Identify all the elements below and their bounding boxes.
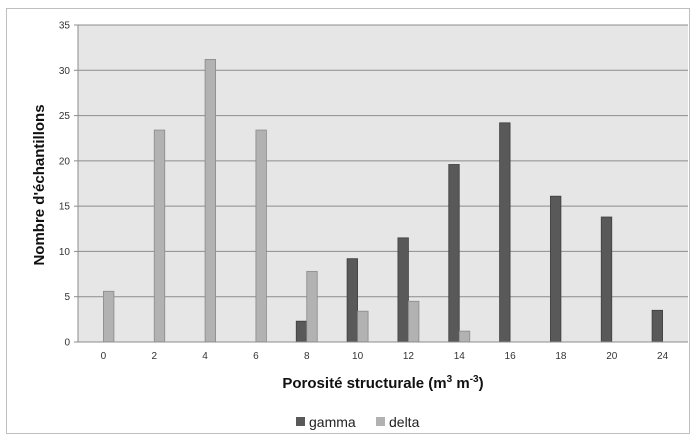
y-tick-label: 10 xyxy=(59,247,71,258)
bar-gamma-8 xyxy=(295,320,308,343)
x-axis-label-mid: m xyxy=(452,375,470,392)
bar-delta-12 xyxy=(408,300,420,343)
x-tick-label: 18 xyxy=(555,351,567,362)
bar-delta-14 xyxy=(458,330,471,343)
y-axis-ticks: 0 5 10 15 20 25 30 35 xyxy=(59,21,78,349)
y-tick-label: 5 xyxy=(64,292,70,303)
bar-delta-8 xyxy=(306,270,318,343)
x-tick-label: 24 xyxy=(657,351,669,362)
y-tick-label: 25 xyxy=(59,111,71,122)
y-tick-label: 30 xyxy=(59,66,71,77)
y-axis-label: Nombre d'échantillons xyxy=(31,104,48,265)
x-axis-label-end: ) xyxy=(479,375,484,392)
plot-area xyxy=(78,25,688,342)
x-tick-label: 4 xyxy=(202,351,208,362)
bar-gamma-24 xyxy=(651,309,663,343)
x-axis-label-main: Porosité structurale (m xyxy=(282,375,446,392)
bar-gamma-12 xyxy=(397,237,409,343)
bar-delta-10 xyxy=(357,310,369,343)
x-tick-label: 10 xyxy=(352,351,364,362)
legend: gamma delta xyxy=(296,414,420,430)
x-tick-label: 16 xyxy=(505,351,517,362)
legend-swatch-delta xyxy=(376,417,385,426)
bar-delta-4 xyxy=(204,59,216,343)
y-tick-label: 15 xyxy=(59,202,71,213)
x-tick-label: 12 xyxy=(403,351,415,362)
x-axis-label-sup1: 3 xyxy=(447,374,453,385)
bar-gamma-18 xyxy=(550,195,562,343)
bar-delta-0 xyxy=(103,290,115,343)
x-tick-label: 20 xyxy=(606,351,618,362)
x-tick-label: 0 xyxy=(101,351,107,362)
bar-gamma-14 xyxy=(448,164,460,343)
bar-gamma-20 xyxy=(600,216,613,343)
y-tick-label: 35 xyxy=(59,21,71,32)
bar-delta-2 xyxy=(153,129,166,343)
x-axis-label: Porosité structurale (m3 m-3) xyxy=(282,374,483,392)
x-tick-label: 2 xyxy=(151,351,157,362)
legend-label-delta: delta xyxy=(389,414,420,430)
bar-delta-6 xyxy=(255,129,267,343)
x-axis-ticks: 0 2 4 6 8 10 12 14 16 18 20 24 xyxy=(101,351,669,362)
bar-gamma-10 xyxy=(346,258,358,343)
x-tick-label: 6 xyxy=(253,351,259,362)
x-axis-label-sup2: -3 xyxy=(470,374,479,385)
y-tick-label: 20 xyxy=(59,156,71,167)
bar-gamma-16 xyxy=(499,122,511,343)
gridlines xyxy=(78,24,688,298)
x-tick-label: 14 xyxy=(454,351,466,362)
legend-label-gamma: gamma xyxy=(309,414,356,430)
y-tick-label: 0 xyxy=(64,338,70,349)
x-tick-label: 8 xyxy=(304,351,310,362)
legend-swatch-gamma xyxy=(296,417,305,426)
